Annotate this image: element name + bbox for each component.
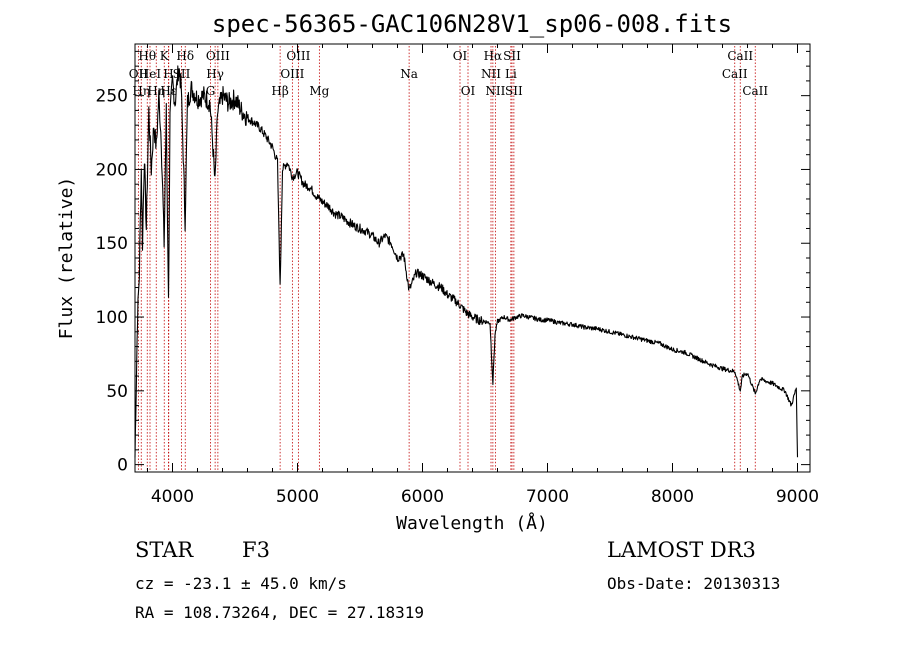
spectral-line-label: OIII	[286, 49, 310, 63]
spectral-line-label: Li	[505, 67, 517, 81]
spectral-line-label: NII	[485, 84, 505, 98]
x-axis-ticks: 4000 5000 6000 7000 8000 9000	[147, 44, 819, 507]
x-axis-label: Wavelength (Å)	[396, 512, 548, 534]
y-tick-label: 250	[96, 87, 128, 107]
spectral-line-label: Hη	[132, 84, 150, 98]
x-tick-label: 8000	[651, 487, 694, 507]
object-subclass: F3	[242, 538, 270, 562]
spectral-line-label: Hβ	[271, 84, 288, 98]
object-class: STAR	[135, 538, 194, 562]
spectral-line-label: Hδ	[176, 49, 194, 63]
spectral-line-label: Hη	[147, 84, 165, 98]
spectral-line-label: Hα	[484, 49, 503, 63]
spectral-line-label: Na	[400, 67, 418, 81]
obs-date-text: Obs-Date: 20130313	[607, 574, 781, 593]
spectral-line-label: HeI	[139, 67, 162, 81]
spectral-line-label: OII	[129, 67, 149, 81]
spectral-line-label: G	[206, 84, 216, 98]
spectral-line-label: Mg	[309, 84, 329, 98]
survey-label: LAMOST DR3	[607, 538, 756, 562]
spectral-line-labels: OII Hη Hθ HeI Hη KH Hε SII Hδ G Hγ OIII Hβ OIII OIII Mg…	[129, 49, 769, 98]
spectral-line-label: OI	[453, 49, 468, 63]
y-tick-label: 150	[96, 234, 128, 254]
spectral-line-label: CaII	[742, 84, 768, 98]
spectral-line-label: K	[160, 49, 170, 63]
spectral-line-label: SII	[173, 67, 191, 81]
y-tick-label: 0	[117, 456, 128, 476]
y-axis-label: Flux (relative)	[56, 177, 77, 340]
spectrum-line	[134, 65, 799, 458]
spectral-line-label: Hθ	[138, 49, 156, 63]
y-tick-label: 100	[96, 308, 128, 328]
spectral-line-label: SII	[503, 49, 521, 63]
spectral-line-label: OIII	[280, 67, 304, 81]
x-tick-label: 6000	[401, 487, 444, 507]
x-tick-label: 4000	[151, 487, 194, 507]
spectral-line-label: CaII	[722, 67, 748, 81]
plot-frame	[134, 43, 811, 473]
coordinates-text: RA = 108.73264, DEC = 27.18319	[135, 603, 424, 622]
spectral-line-label: SII	[505, 84, 523, 98]
y-tick-label: 50	[106, 382, 128, 402]
redshift-text: cz = -23.1 ± 45.0 km/s	[135, 574, 347, 593]
y-tick-label: 200	[96, 160, 128, 180]
spectral-line-label: CaII	[727, 49, 753, 63]
spectral-line-markers	[137, 46, 756, 472]
chart-title: spec-56365-GAC106N28V1_sp06-008.fits	[212, 10, 732, 38]
spectral-line-label: Hγ	[206, 67, 224, 81]
x-tick-label: 9000	[776, 487, 819, 507]
spectral-line-label: Hε	[160, 84, 177, 98]
spectral-line-label: H	[163, 67, 173, 81]
spectral-line-label: NII	[481, 67, 501, 81]
y-axis-ticks: 0 50 100 150 200 250	[96, 50, 810, 476]
spectral-line-label: OI	[461, 84, 476, 98]
spectral-line-label: OIII	[206, 49, 230, 63]
x-tick-label: 7000	[526, 487, 569, 507]
x-tick-label: 5000	[276, 487, 319, 507]
